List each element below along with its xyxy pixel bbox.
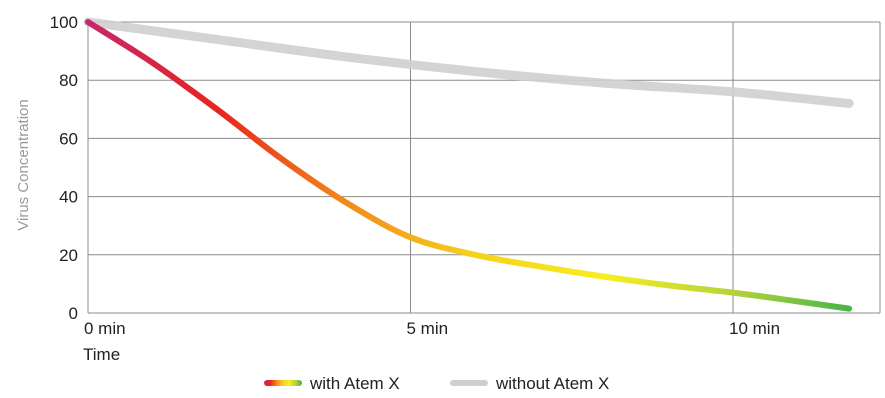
series-lines <box>83 17 854 312</box>
x-tick-labels: 0 min 5 min 10 min <box>84 319 780 338</box>
y-tick-labels: 0 20 40 60 80 100 <box>50 13 78 323</box>
x-tick-label: 0 min <box>84 319 126 338</box>
series-line-with-atem-x <box>85 19 853 312</box>
y-axis-label: Virus Concentration <box>15 99 32 230</box>
y-tick-label: 40 <box>59 188 78 207</box>
y-tick-label: 80 <box>59 71 78 90</box>
y-tick-label: 20 <box>59 246 78 265</box>
legend: with Atem X without Atem X <box>264 374 609 393</box>
x-axis-label: Time <box>83 345 120 364</box>
legend-swatch-without-atem-x <box>450 380 488 386</box>
x-tick-label: 5 min <box>407 319 449 338</box>
y-tick-label: 0 <box>69 304 78 323</box>
gridlines <box>87 21 881 314</box>
legend-label-without-atem-x: without Atem X <box>495 374 609 393</box>
series-line-without-atem-x <box>83 17 854 108</box>
y-tick-label: 100 <box>50 13 78 32</box>
legend-swatch-with-atem-x <box>264 380 302 386</box>
legend-label-with-atem-x: with Atem X <box>309 374 400 393</box>
x-tick-label: 10 min <box>729 319 780 338</box>
y-tick-label: 60 <box>59 129 78 148</box>
